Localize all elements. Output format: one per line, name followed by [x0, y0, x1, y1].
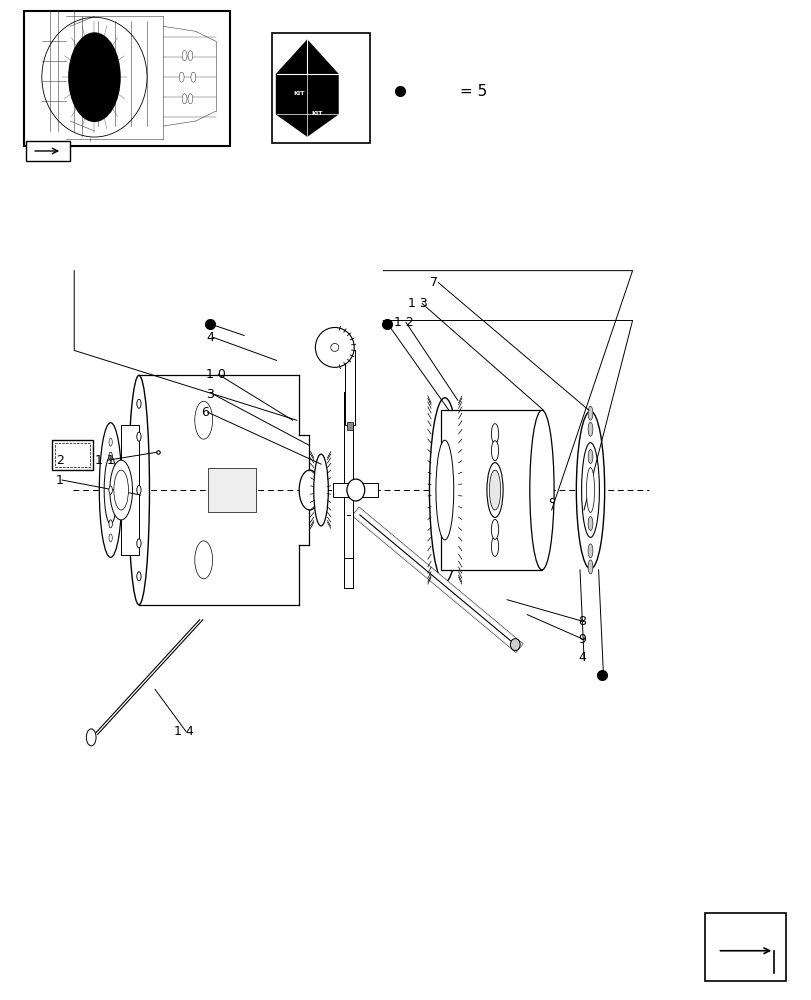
Text: 6: 6 [201, 406, 209, 419]
Bar [52, 440, 92, 470]
Bar [705, 913, 785, 981]
Ellipse shape [587, 406, 592, 420]
Ellipse shape [587, 560, 592, 574]
Text: 1: 1 [56, 474, 63, 487]
Ellipse shape [137, 572, 141, 581]
Ellipse shape [137, 572, 141, 581]
Ellipse shape [137, 399, 141, 408]
Text: 9: 9 [577, 633, 586, 646]
Ellipse shape [104, 456, 117, 524]
Text: KIT: KIT [293, 91, 304, 96]
Ellipse shape [346, 479, 364, 501]
Bar [344, 392, 352, 422]
Text: 1 4: 1 4 [174, 725, 193, 738]
Bar [333, 483, 377, 497]
Ellipse shape [99, 423, 122, 557]
Text: 1 1: 1 1 [95, 454, 114, 467]
Ellipse shape [491, 497, 498, 517]
Text: KIT: KIT [311, 111, 322, 116]
Ellipse shape [587, 544, 592, 558]
Bar [344, 558, 352, 588]
Ellipse shape [137, 539, 141, 548]
Ellipse shape [188, 51, 193, 61]
Bar [26, 141, 70, 161]
Text: = 5: = 5 [460, 84, 487, 99]
Ellipse shape [581, 443, 599, 537]
Text: 1 0: 1 0 [206, 368, 225, 381]
Ellipse shape [487, 463, 503, 517]
Ellipse shape [137, 486, 141, 495]
Ellipse shape [315, 327, 354, 367]
Ellipse shape [109, 452, 112, 460]
Ellipse shape [179, 72, 184, 82]
Text: 2: 2 [56, 454, 63, 467]
Ellipse shape [109, 520, 112, 528]
Ellipse shape [195, 541, 212, 579]
Bar [272, 33, 369, 143]
Ellipse shape [586, 468, 594, 512]
Ellipse shape [182, 94, 187, 104]
Ellipse shape [137, 432, 141, 441]
Ellipse shape [114, 470, 128, 510]
Bar [24, 11, 230, 146]
Ellipse shape [182, 51, 187, 61]
Bar [346, 422, 353, 430]
Text: 4: 4 [577, 651, 586, 664]
Bar [208, 468, 256, 512]
Ellipse shape [68, 32, 121, 122]
Text: 7: 7 [430, 276, 438, 289]
Polygon shape [277, 40, 337, 136]
Ellipse shape [195, 401, 212, 439]
Ellipse shape [191, 72, 195, 82]
Ellipse shape [298, 470, 320, 510]
Ellipse shape [436, 440, 453, 540]
Ellipse shape [576, 411, 604, 569]
Ellipse shape [128, 375, 149, 605]
Bar [54, 443, 90, 467]
Ellipse shape [137, 486, 141, 495]
Ellipse shape [188, 94, 193, 104]
Ellipse shape [587, 422, 592, 436]
Ellipse shape [137, 432, 141, 441]
Ellipse shape [491, 463, 498, 483]
Ellipse shape [491, 536, 498, 556]
Ellipse shape [109, 452, 112, 460]
Ellipse shape [330, 343, 338, 351]
Bar [121, 425, 139, 555]
Ellipse shape [109, 534, 112, 542]
Text: 8: 8 [577, 615, 586, 628]
Ellipse shape [109, 486, 112, 494]
Ellipse shape [313, 454, 328, 526]
Bar [345, 350, 354, 425]
Text: 1 2: 1 2 [393, 316, 413, 329]
Text: 4: 4 [206, 331, 214, 344]
Ellipse shape [529, 410, 553, 570]
Ellipse shape [489, 470, 500, 510]
Ellipse shape [491, 424, 498, 444]
Ellipse shape [510, 639, 520, 651]
Ellipse shape [86, 729, 96, 746]
Ellipse shape [491, 519, 498, 539]
Ellipse shape [109, 520, 112, 528]
Ellipse shape [109, 438, 112, 446]
Ellipse shape [109, 486, 112, 494]
Text: 1 3: 1 3 [408, 297, 427, 310]
Bar [440, 410, 541, 570]
Ellipse shape [491, 441, 498, 461]
Ellipse shape [429, 398, 460, 582]
Ellipse shape [109, 460, 132, 520]
Text: 3: 3 [206, 388, 214, 401]
Ellipse shape [137, 399, 141, 408]
Ellipse shape [587, 517, 592, 531]
Ellipse shape [587, 483, 592, 497]
Ellipse shape [137, 539, 141, 548]
Ellipse shape [587, 450, 592, 464]
